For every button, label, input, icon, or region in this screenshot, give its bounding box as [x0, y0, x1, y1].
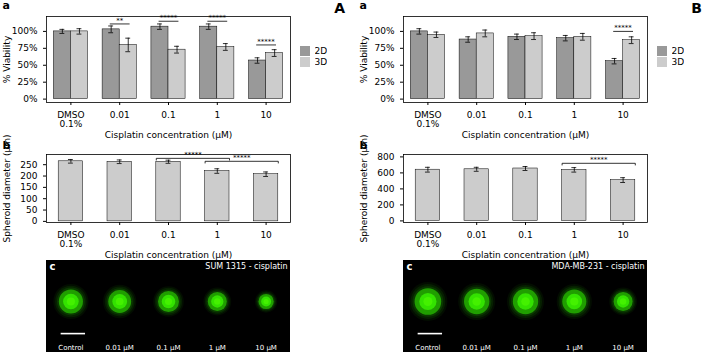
svg-text:50%: 50% — [374, 60, 394, 70]
svg-text:c: c — [407, 261, 413, 272]
svg-text:a: a — [3, 0, 10, 12]
svg-text:*****: ***** — [184, 151, 202, 159]
svg-text:Cisplatin concentration (μM): Cisplatin concentration (μM) — [105, 130, 233, 140]
svg-text:DMSO0.1%: DMSO0.1% — [57, 230, 85, 249]
svg-text:c: c — [50, 261, 56, 272]
svg-text:100%: 100% — [369, 26, 395, 36]
svg-text:Cisplatin concentration (μM): Cisplatin concentration (μM) — [105, 250, 233, 260]
svg-text:0.01: 0.01 — [110, 230, 130, 240]
svg-text:100: 100 — [20, 194, 37, 204]
svg-text:100%: 100% — [12, 26, 38, 36]
svg-text:% Viability: % Viability — [359, 35, 369, 83]
svg-text:0: 0 — [389, 216, 395, 226]
svg-text:50: 50 — [26, 205, 38, 215]
svg-text:0.1: 0.1 — [161, 110, 175, 120]
svg-text:0.1: 0.1 — [518, 230, 532, 240]
svg-text:75%: 75% — [374, 43, 394, 53]
svg-text:10: 10 — [617, 230, 629, 240]
html-text:2D: 2D — [671, 46, 685, 56]
svg-text:**: ** — [116, 17, 124, 25]
svg-text:150: 150 — [20, 182, 37, 192]
svg-text:1 μM: 1 μM — [566, 344, 583, 352]
html-text:B: B — [691, 0, 702, 16]
svg-text:*****: ***** — [614, 24, 632, 32]
svg-text:1: 1 — [571, 110, 577, 120]
svg-text:Spheroid diameter (μm): Spheroid diameter (μm) — [359, 135, 369, 243]
svg-text:MDA-MB-231 - cisplatin: MDA-MB-231 - cisplatin — [551, 262, 644, 271]
svg-text:0.01 μM: 0.01 μM — [463, 344, 491, 352]
svg-text:DMSO0.1%: DMSO0.1% — [414, 230, 442, 249]
svg-text:*****: ***** — [233, 154, 251, 162]
svg-text:SUM 1315 - cisplatin: SUM 1315 - cisplatin — [205, 262, 287, 271]
svg-text:10: 10 — [617, 110, 629, 120]
svg-text:DMSO0.1%: DMSO0.1% — [414, 110, 442, 129]
svg-text:1: 1 — [571, 230, 577, 240]
svg-text:Cisplatin concentration (μM): Cisplatin concentration (μM) — [462, 250, 590, 260]
svg-text:50%: 50% — [17, 60, 37, 70]
svg-text:Cisplatin concentration (μM): Cisplatin concentration (μM) — [462, 130, 590, 140]
svg-text:0.01: 0.01 — [110, 110, 130, 120]
svg-text:DMSO0.1%: DMSO0.1% — [57, 110, 85, 129]
svg-text:*****: ***** — [590, 156, 608, 164]
svg-text:0.1: 0.1 — [518, 110, 532, 120]
svg-text:800: 800 — [377, 152, 394, 162]
svg-text:250: 250 — [20, 160, 37, 170]
svg-text:% Viability: % Viability — [2, 35, 12, 83]
svg-text:0.01: 0.01 — [467, 110, 487, 120]
svg-text:Control: Control — [58, 344, 83, 352]
svg-text:10 μM: 10 μM — [255, 344, 277, 352]
svg-text:75%: 75% — [17, 43, 37, 53]
svg-text:Spheroid diameter (μm): Spheroid diameter (μm) — [2, 135, 12, 243]
svg-text:a: a — [360, 0, 367, 12]
svg-text:0.01: 0.01 — [467, 230, 487, 240]
svg-text:0.1 μM: 0.1 μM — [157, 344, 181, 352]
svg-text:1: 1 — [214, 230, 220, 240]
svg-text:10 μM: 10 μM — [612, 344, 634, 352]
svg-text:b: b — [360, 139, 368, 152]
svg-text:10: 10 — [260, 230, 272, 240]
html-text:A: A — [334, 0, 345, 16]
svg-text:Control: Control — [415, 344, 440, 352]
svg-text:*****: ***** — [160, 14, 178, 22]
svg-text:200: 200 — [20, 171, 37, 181]
svg-text:0: 0 — [32, 216, 38, 226]
svg-text:1: 1 — [214, 110, 220, 120]
svg-text:1 μM: 1 μM — [209, 344, 226, 352]
svg-text:0.1: 0.1 — [161, 230, 175, 240]
svg-text:0.1 μM: 0.1 μM — [514, 344, 538, 352]
svg-text:400: 400 — [377, 184, 394, 194]
svg-text:0%: 0% — [23, 94, 38, 104]
svg-text:200: 200 — [377, 200, 394, 210]
html-text:2D: 2D — [314, 46, 328, 56]
svg-text:25%: 25% — [17, 77, 37, 87]
html-text:3D: 3D — [671, 57, 685, 67]
svg-text:25%: 25% — [374, 77, 394, 87]
svg-text:0%: 0% — [380, 94, 395, 104]
svg-text:10: 10 — [260, 110, 272, 120]
svg-text:b: b — [3, 139, 11, 152]
html-text:3D: 3D — [314, 57, 328, 67]
svg-text:600: 600 — [377, 168, 394, 178]
svg-text:*****: ***** — [209, 14, 227, 22]
svg-text:0.01 μM: 0.01 μM — [106, 344, 134, 352]
svg-text:*****: ***** — [257, 38, 275, 46]
